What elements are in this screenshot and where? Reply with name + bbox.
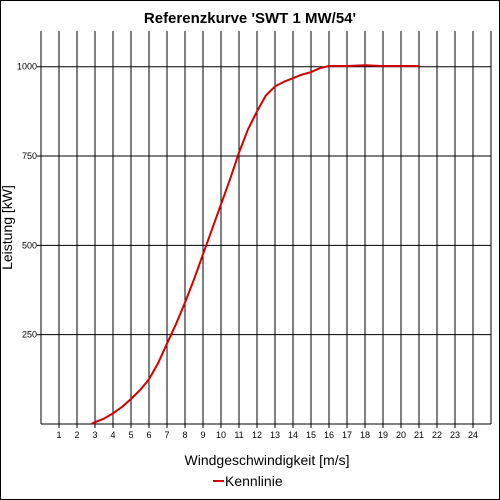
- chart-title: Referenzkurve 'SWT 1 MW/54': [144, 10, 356, 27]
- y-tick-label: 500: [22, 240, 37, 250]
- legend-label-kennlinie: Kennlinie: [225, 473, 283, 489]
- x-tick-label: 17: [342, 430, 352, 440]
- x-tick-label: 19: [378, 430, 388, 440]
- x-tick-label: 3: [92, 430, 97, 440]
- x-tick-label: 15: [306, 430, 316, 440]
- x-tick-label: 11: [234, 430, 243, 440]
- x-tick-label: 21: [414, 430, 424, 440]
- x-tick-label: 10: [216, 430, 226, 440]
- legend: Kennlinie: [213, 473, 283, 489]
- series-line-kennlinie: [90, 64, 419, 425]
- x-tick-label: 22: [432, 430, 442, 440]
- x-axis-label: Windgeschwindigkeit [m/s]: [185, 452, 350, 468]
- x-tick-label: 5: [128, 430, 133, 440]
- x-tick-label: 12: [252, 430, 262, 440]
- y-axis-label: Leistung [kW]: [0, 185, 15, 270]
- x-tick-label: 20: [396, 430, 406, 440]
- axes: [40, 31, 491, 425]
- x-tick-label: 13: [270, 430, 280, 440]
- x-tick-label: 9: [200, 430, 205, 440]
- x-tick-label: 8: [182, 430, 187, 440]
- x-tick-label: 14: [288, 430, 298, 440]
- x-tick-label: 6: [146, 430, 151, 440]
- x-tick-label: 7: [164, 430, 169, 440]
- x-tick-label: 1: [56, 430, 61, 440]
- x-tick-label: 16: [324, 430, 334, 440]
- x-tick-label: 4: [110, 430, 115, 440]
- tick-labels: 1 2 3 4 5 6 7 8 9 10 11 12 13 14 15 16 17 18 19 20 21 22 23 242…: [17, 62, 478, 440]
- y-tick-label: 750: [22, 151, 37, 161]
- grid: [41, 31, 492, 424]
- x-tick-label: 2: [74, 430, 79, 440]
- x-tick-label: 23: [450, 430, 460, 440]
- x-tick-label: 18: [360, 430, 370, 440]
- series-group: [90, 64, 419, 425]
- x-tick-label: 24: [468, 430, 478, 440]
- y-tick-label: 1000: [17, 62, 37, 72]
- y-tick-label: 250: [22, 330, 37, 340]
